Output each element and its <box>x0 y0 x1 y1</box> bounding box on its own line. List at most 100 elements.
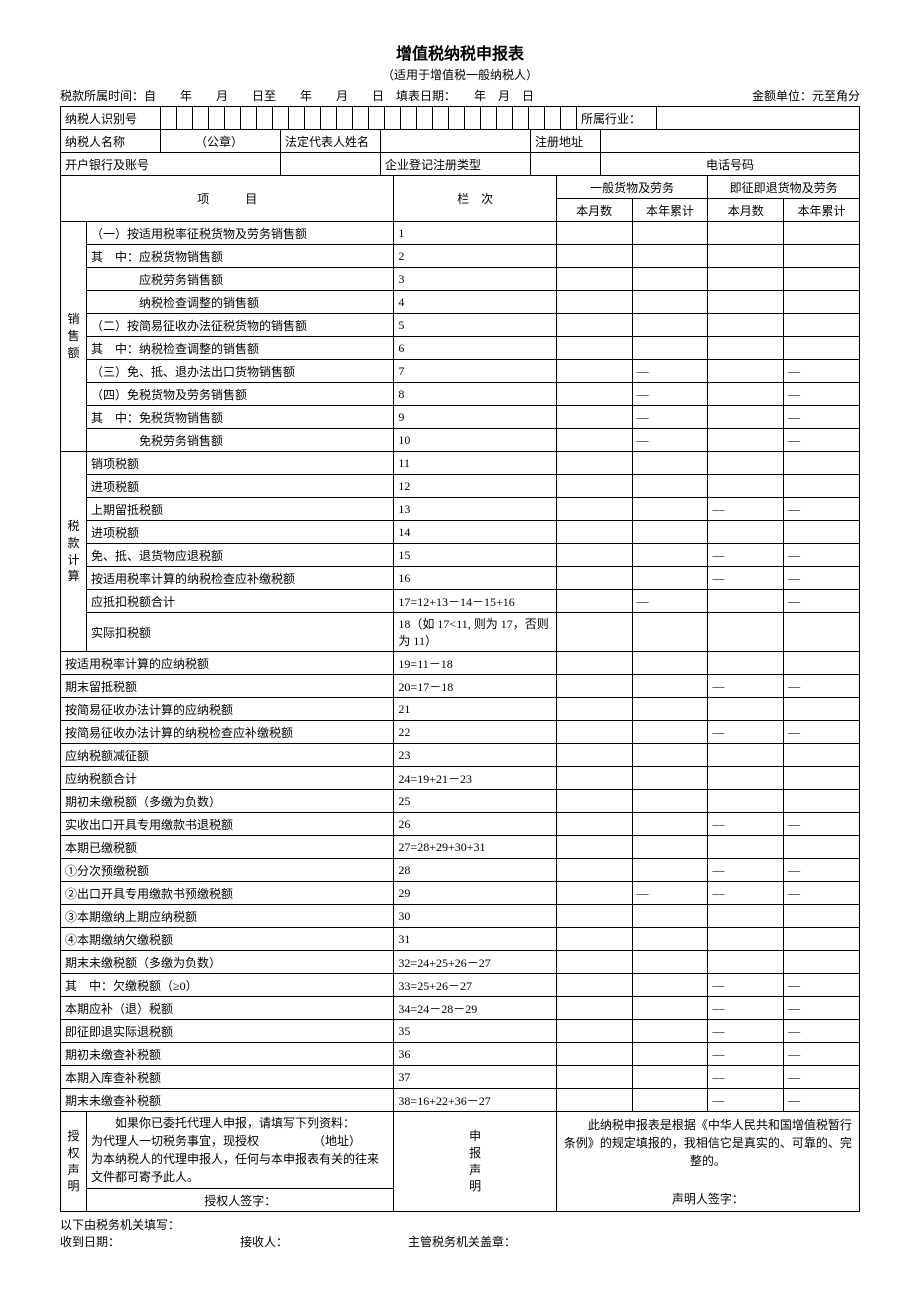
data-cell: — <box>632 360 708 383</box>
data-cell: — <box>784 813 860 836</box>
data-row: ①分次预缴税额28—— <box>61 859 860 882</box>
data-cell <box>556 383 632 406</box>
row-colno: 37 <box>394 1066 556 1089</box>
main-table: 项 目 栏 次 一般货物及劳务 即征即退货物及劳务 本月数 本年累计 本月数 本… <box>60 176 860 1212</box>
data-cell <box>632 521 708 544</box>
data-cell <box>632 790 708 813</box>
data-cell <box>708 314 784 337</box>
header-table: 纳税人识别号 所属行业： <box>60 106 860 130</box>
data-cell <box>556 291 632 314</box>
data-cell: — <box>784 1066 860 1089</box>
data-cell <box>556 905 632 928</box>
row-label: 应抵扣税额合计 <box>86 590 393 613</box>
data-cell: — <box>708 498 784 521</box>
data-row: 其 中：纳税检查调整的销售额6 <box>61 337 860 360</box>
data-cell <box>708 613 784 652</box>
row-label: 应纳税额合计 <box>61 767 394 790</box>
data-cell <box>708 475 784 498</box>
data-cell: — <box>784 360 860 383</box>
row-colno: 29 <box>394 882 556 905</box>
row-label: 按适用税率计算的应纳税额 <box>61 652 394 675</box>
data-row: 进项税额14 <box>61 521 860 544</box>
row-colno: 27=28+29+30+31 <box>394 836 556 859</box>
data-row: （四）免税货物及劳务销售额8—— <box>61 383 860 406</box>
data-cell <box>708 429 784 452</box>
data-cell: — <box>632 590 708 613</box>
row-colno: 9 <box>394 406 556 429</box>
row-label: （一）按适用税率征税货物及劳务销售额 <box>86 222 393 245</box>
form-subtitle: （适用于增值税一般纳税人） <box>60 66 860 83</box>
data-cell <box>784 928 860 951</box>
data-row: 实际扣税额18（如 17<11, 则为 17，否则为 11） <box>61 613 860 652</box>
data-cell <box>708 928 784 951</box>
data-row: 应纳税额减征额23 <box>61 744 860 767</box>
row-colno: 24=19+21－23 <box>394 767 556 790</box>
row-colno: 10 <box>394 429 556 452</box>
data-row: （三）免、抵、退办法出口货物销售额7—— <box>61 360 860 383</box>
data-cell <box>632 813 708 836</box>
row-colno: 1 <box>394 222 556 245</box>
data-cell <box>784 836 860 859</box>
row-label: ②出口开具专用缴款书预缴税额 <box>61 882 394 905</box>
decl-text-cell: 此纳税申报表是根据《中华人民共和国增值税暂行条例》的规定填报的，我相信它是真实的… <box>556 1112 859 1212</box>
data-cell <box>708 337 784 360</box>
row-label: 其 中：纳税检查调整的销售额 <box>86 337 393 360</box>
data-cell <box>556 222 632 245</box>
data-cell <box>556 997 632 1020</box>
row-label: 按简易征收办法计算的应纳税额 <box>61 698 394 721</box>
data-row: 期初未缴查补税额36—— <box>61 1043 860 1066</box>
data-cell <box>632 859 708 882</box>
data-cell <box>556 544 632 567</box>
row-colno: 12 <box>394 475 556 498</box>
data-cell <box>556 567 632 590</box>
row-colno: 32=24+25+26－27 <box>394 951 556 974</box>
data-cell <box>632 544 708 567</box>
data-row: ③本期缴纳上期应纳税额30 <box>61 905 860 928</box>
footer-block: 以下由税务机关填写： 收到日期： 接收人： 主管税务机关盖章： <box>60 1216 860 1250</box>
data-cell <box>556 836 632 859</box>
data-cell <box>708 360 784 383</box>
data-row: 期初未缴税额（多缴为负数）25 <box>61 790 860 813</box>
row-label: （二）按简易征收办法征税货物的销售额 <box>86 314 393 337</box>
data-cell <box>784 698 860 721</box>
data-cell <box>632 1066 708 1089</box>
data-cell <box>632 721 708 744</box>
data-cell: — <box>708 721 784 744</box>
data-cell <box>708 383 784 406</box>
data-cell <box>632 1043 708 1066</box>
data-cell <box>784 613 860 652</box>
data-cell: — <box>784 882 860 905</box>
data-row: 应税劳务销售额3 <box>61 268 860 291</box>
label-ent-type: 企业登记注册类型 <box>381 153 531 176</box>
row-label: 其 中：免税货物销售额 <box>86 406 393 429</box>
row-label: 即征即退实际退税额 <box>61 1020 394 1043</box>
seal-note: （公章） <box>195 135 243 149</box>
row-colno: 33=25+26－27 <box>394 974 556 997</box>
data-row: 免、抵、退货物应退税额15—— <box>61 544 860 567</box>
data-cell <box>632 1020 708 1043</box>
data-cell: — <box>708 1020 784 1043</box>
row-label: 本期已缴税额 <box>61 836 394 859</box>
data-cell <box>784 521 860 544</box>
data-cell <box>556 767 632 790</box>
data-row: 按简易征收办法计算的纳税检查应补缴税额22—— <box>61 721 860 744</box>
data-cell: — <box>708 882 784 905</box>
data-row: 期末未缴查补税额38=16+22+36－27—— <box>61 1089 860 1112</box>
data-cell: — <box>632 406 708 429</box>
info-table: 纳税人名称 （公章） 法定代表人姓名 注册地址 开户银行及账号 企业登记注册类型… <box>60 130 860 176</box>
row-label: 期末留抵税额 <box>61 675 394 698</box>
header-refund-goods: 即征即退货物及劳务 <box>708 176 860 199</box>
data-cell: — <box>784 429 860 452</box>
decl-sign: 声明人签字： <box>561 1190 855 1208</box>
header-year-total-2: 本年累计 <box>784 199 860 222</box>
header-colno: 栏 次 <box>394 176 556 222</box>
data-cell <box>556 928 632 951</box>
row-colno: 22 <box>394 721 556 744</box>
data-row: 应抵扣税额合计17=12+13－14－15+16—— <box>61 590 860 613</box>
label-reg-addr: 注册地址 <box>531 130 601 153</box>
data-row: 期末未缴税额（多缴为负数）32=24+25+26－27 <box>61 951 860 974</box>
label-auth-decl: 授权声明 <box>61 1112 87 1212</box>
footer-receiver: 接收人： <box>240 1233 288 1250</box>
row-label: 实际扣税额 <box>86 613 393 652</box>
data-cell <box>784 222 860 245</box>
